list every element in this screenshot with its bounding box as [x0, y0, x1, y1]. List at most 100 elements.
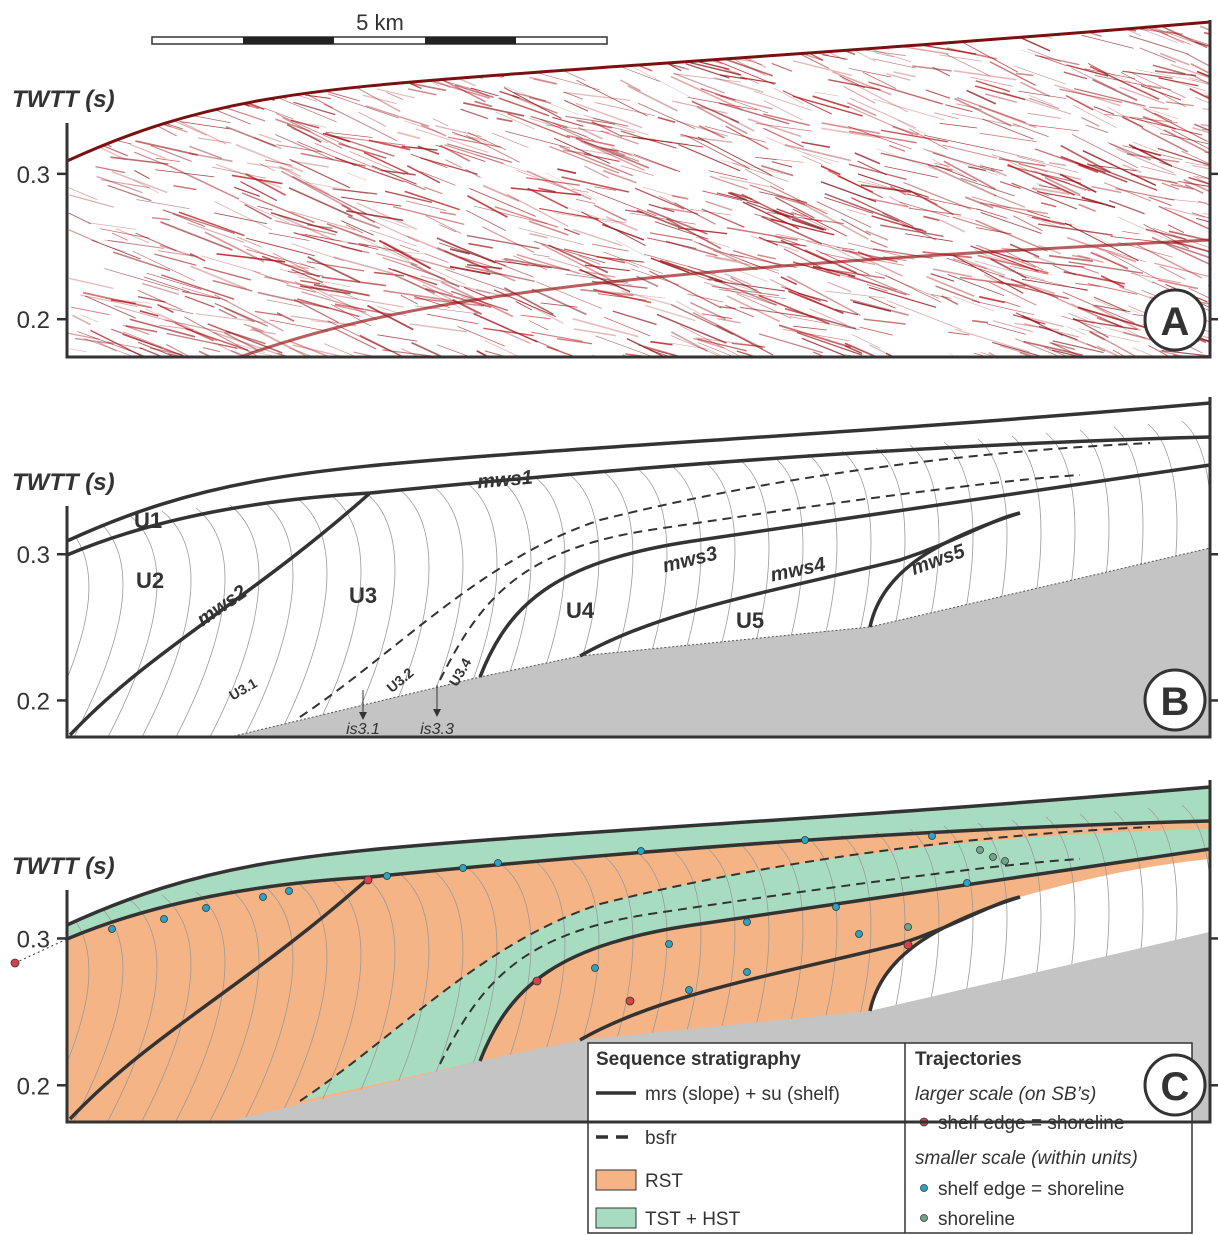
reflector — [116, 229, 149, 243]
seismic-image — [67, 20, 1218, 390]
reflector — [671, 343, 709, 349]
figure: 5 km U1 U2 U3 U4 U5 mws1 mws2 mws3 mws4 … — [0, 0, 1218, 1235]
reflector — [468, 244, 492, 248]
reflector — [439, 359, 482, 366]
reflector — [69, 278, 114, 288]
reflector — [397, 253, 466, 285]
reflector — [1016, 73, 1033, 75]
reflector — [137, 200, 190, 209]
reflector — [1154, 263, 1217, 278]
reflector — [476, 47, 512, 65]
reflector — [979, 297, 1005, 303]
reflector — [849, 131, 917, 143]
reflector — [1113, 350, 1156, 374]
reflector — [182, 67, 245, 96]
reflector — [341, 197, 401, 206]
reflector — [728, 41, 750, 45]
reflector — [1067, 238, 1136, 262]
reflector — [69, 118, 110, 125]
reflector — [269, 63, 326, 75]
reflector — [671, 76, 742, 109]
reflector — [905, 360, 980, 374]
reflector — [677, 121, 728, 136]
reflector — [953, 259, 987, 269]
reflector — [533, 254, 549, 257]
reflector — [772, 63, 792, 71]
reflector — [382, 71, 421, 89]
reflector — [899, 202, 949, 217]
reflector — [88, 223, 137, 230]
reflector — [688, 294, 724, 302]
reflector — [363, 95, 397, 103]
reflector — [1079, 204, 1096, 211]
tick-label: 0.3 — [17, 162, 50, 189]
reflector — [961, 178, 1015, 196]
reflector — [120, 111, 188, 132]
reflector — [853, 302, 891, 311]
reflector — [398, 57, 422, 61]
reflector — [993, 321, 1033, 332]
reflector — [511, 188, 581, 195]
legend-item: shoreline — [938, 1209, 1015, 1230]
reflector — [871, 241, 888, 248]
legend-item: shelf edge = shoreline — [938, 1179, 1124, 1200]
reflector — [1108, 253, 1158, 279]
reflector — [592, 244, 628, 251]
reflector — [347, 74, 365, 79]
reflector — [270, 45, 292, 54]
reflector — [433, 119, 448, 126]
reflector — [821, 128, 880, 137]
reflector — [97, 122, 145, 131]
reflector — [650, 342, 672, 345]
reflector — [712, 286, 779, 295]
reflector — [717, 319, 740, 323]
reflector — [328, 321, 391, 352]
reflector — [427, 314, 478, 324]
reflector — [263, 26, 294, 34]
reflector — [1066, 96, 1093, 110]
reflector — [1159, 206, 1209, 229]
reflector — [720, 307, 736, 309]
reflector — [347, 173, 366, 180]
reflector — [814, 36, 854, 49]
reflector — [1029, 98, 1059, 108]
reflector — [246, 238, 315, 256]
reflector — [357, 203, 417, 229]
reflector — [90, 330, 148, 359]
reflector — [1122, 231, 1139, 234]
reflector — [844, 86, 876, 103]
reflector — [100, 229, 149, 238]
reflector — [291, 70, 322, 78]
reflector — [138, 297, 166, 302]
reflector — [198, 61, 218, 71]
reflector — [975, 220, 1047, 251]
reflector — [190, 254, 205, 261]
surface-label: mws1 — [476, 467, 533, 494]
reflector — [1014, 66, 1066, 84]
reflector — [112, 233, 128, 240]
reflector — [299, 263, 318, 271]
reflector — [455, 359, 482, 363]
reflector — [1074, 89, 1145, 107]
reflector — [603, 171, 636, 183]
reflector — [1086, 358, 1150, 367]
reflector — [258, 65, 297, 72]
reflector — [359, 243, 403, 252]
unit: U1 — [134, 508, 162, 533]
reflector — [458, 326, 505, 346]
surface-label: mws4 — [769, 553, 828, 586]
reflector — [155, 78, 189, 83]
reflector — [150, 57, 168, 60]
reflector — [783, 91, 832, 114]
reflector — [852, 334, 880, 348]
surface-label: mws3 — [660, 543, 719, 578]
panel-label: C — [1161, 1065, 1190, 1109]
reflector — [334, 328, 376, 349]
reflector — [507, 30, 568, 60]
reflector — [1088, 284, 1138, 295]
reflector — [205, 232, 264, 262]
subunit: U3.2 — [384, 664, 417, 695]
reflector — [83, 34, 138, 64]
reflector — [294, 233, 362, 252]
reflector — [1004, 301, 1020, 306]
